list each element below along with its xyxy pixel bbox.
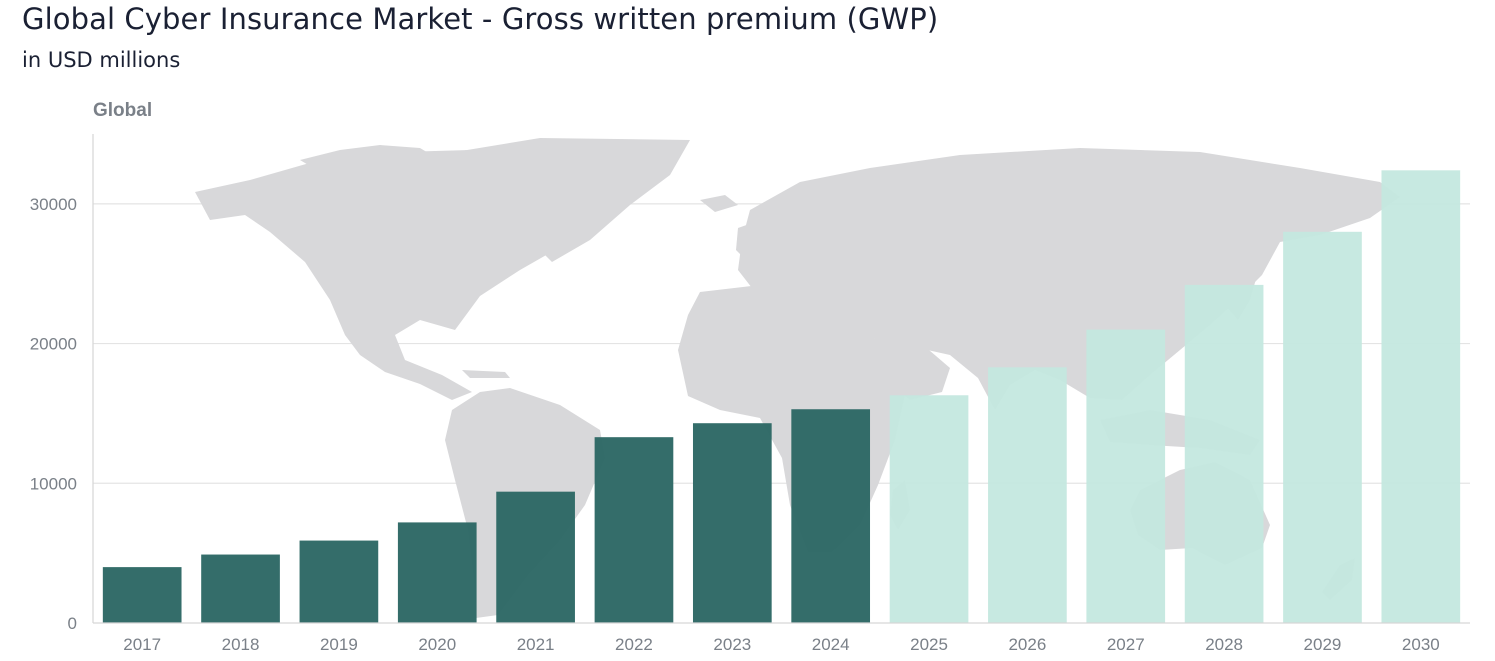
- y-tick-label: 30000: [30, 195, 77, 214]
- bar-2028-forecast[interactable]: [1184, 284, 1264, 623]
- bar-2018[interactable]: [201, 554, 280, 623]
- x-tick-label: 2029: [1304, 635, 1342, 654]
- y-tick-label: 10000: [30, 474, 77, 493]
- chart-subtitle: in USD millions: [22, 48, 181, 72]
- bar-2023[interactable]: [692, 423, 772, 623]
- x-tick-label: 2018: [222, 635, 260, 654]
- region-label: Global: [93, 100, 152, 121]
- chart-title: Global Cyber Insurance Market - Gross wr…: [22, 2, 939, 36]
- x-tick-label: 2025: [910, 635, 948, 654]
- bar-2019[interactable]: [299, 540, 379, 623]
- x-tick-label: 2022: [615, 635, 653, 654]
- bars: [102, 170, 1461, 624]
- bar-2029-forecast[interactable]: [1283, 231, 1362, 624]
- x-tick-label: 2020: [418, 635, 456, 654]
- x-tick-label: 2017: [123, 635, 161, 654]
- bar-2030-forecast[interactable]: [1381, 170, 1461, 623]
- y-tick-label: 0: [68, 614, 77, 633]
- x-tick-label: 2019: [320, 635, 358, 654]
- bar-2020[interactable]: [397, 522, 477, 623]
- x-tick-label: 2024: [812, 635, 850, 654]
- x-tick-label: 2026: [1008, 635, 1046, 654]
- y-axis-ticks: 0 10000 20000 30000: [30, 195, 77, 633]
- x-tick-label: 2030: [1402, 635, 1440, 654]
- x-axis-ticks: 2017 2018 2019 2020 2021 2022 2023 2024 2025 2026…: [123, 635, 1439, 654]
- bar-2021[interactable]: [496, 491, 575, 623]
- bar-2025-forecast[interactable]: [889, 395, 969, 623]
- x-tick-label: 2027: [1107, 635, 1145, 654]
- bar-2026-forecast[interactable]: [988, 367, 1067, 623]
- bar-2024[interactable]: [791, 409, 871, 623]
- y-tick-label: 20000: [30, 335, 77, 354]
- x-tick-label: 2021: [517, 635, 555, 654]
- x-tick-label: 2023: [713, 635, 751, 654]
- x-tick-label: 2028: [1205, 635, 1243, 654]
- bar-2022[interactable]: [594, 437, 674, 623]
- bar-2027-forecast[interactable]: [1086, 329, 1166, 623]
- bar-2017[interactable]: [102, 567, 182, 623]
